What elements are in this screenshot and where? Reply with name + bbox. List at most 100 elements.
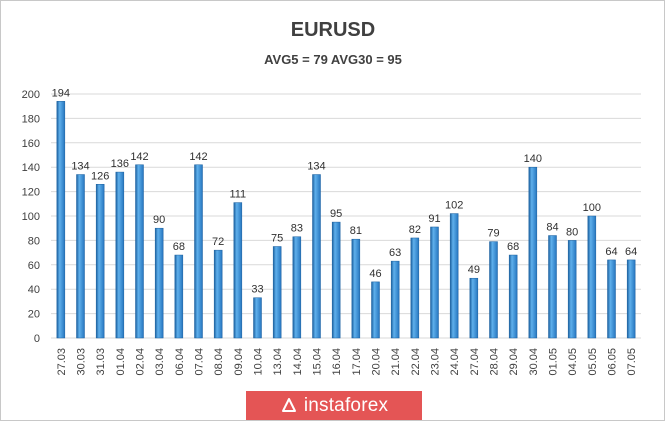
y-tick-label: 200 [22, 89, 40, 101]
bar [371, 281, 380, 339]
data-label: 111 [229, 189, 246, 201]
y-tick-label: 120 [22, 187, 40, 199]
bar [508, 254, 518, 339]
bar [233, 202, 243, 339]
x-tick-label: 08.04 [213, 348, 225, 376]
data-label: 81 [350, 225, 362, 237]
bar [548, 235, 557, 339]
data-label: 83 [291, 223, 303, 235]
x-tick-label: 07.05 [626, 348, 638, 376]
bar [154, 227, 164, 339]
x-tick-label: 05.05 [587, 348, 599, 376]
bar [272, 246, 282, 339]
data-label: 46 [369, 268, 381, 280]
bar [587, 215, 597, 339]
x-tick-label: 20.04 [371, 348, 383, 376]
bar [469, 277, 479, 339]
data-label: 63 [389, 247, 401, 259]
instaforex-logo-icon [281, 397, 296, 412]
data-label: 79 [487, 228, 499, 240]
brand-name: instaforex [303, 394, 389, 416]
data-label: 134 [71, 161, 89, 173]
data-label: 194 [52, 87, 70, 99]
x-tick-label: 04.05 [567, 348, 579, 376]
x-tick-label: 31.03 [95, 348, 107, 376]
bar [390, 260, 400, 339]
data-label: 80 [566, 226, 578, 238]
x-tick-label: 07.04 [194, 348, 206, 376]
bar [430, 226, 439, 339]
y-tick-label: 20 [28, 309, 40, 321]
bar [626, 259, 636, 339]
bars [56, 101, 636, 339]
x-tick-label: 01.05 [548, 348, 560, 376]
data-label: 126 [91, 170, 109, 182]
bar [174, 254, 184, 339]
data-label: 140 [524, 153, 542, 165]
x-tick-label: 21.04 [390, 348, 402, 376]
x-tick-label: 30.03 [76, 348, 88, 376]
x-tick-label: 24.04 [449, 348, 461, 376]
x-tick-label: 13.04 [272, 348, 284, 376]
chart-subtitle: AVG5 = 79 AVG30 = 95 [264, 52, 402, 67]
bar [115, 171, 125, 339]
y-tick-label: 100 [22, 211, 40, 223]
bar [489, 241, 498, 339]
data-label: 64 [625, 246, 637, 258]
x-tick-label: 06.04 [174, 348, 186, 376]
x-tick-label: 17.04 [351, 348, 363, 376]
x-tick-label: 15.04 [312, 348, 324, 376]
data-label: 84 [546, 222, 558, 234]
bar [449, 213, 459, 339]
data-labels: 1941341261361429068142721113375831349581… [52, 87, 638, 295]
data-label: 91 [428, 213, 440, 225]
y-axis-ticks: 0 20 40 60 80 100 120 140 160 180 200 [22, 89, 40, 345]
x-tick-label: 10.04 [253, 348, 265, 376]
x-tick-label: 16.04 [331, 348, 343, 376]
data-label: 64 [605, 246, 617, 258]
data-label: 100 [583, 202, 601, 214]
y-tick-label: 140 [22, 162, 40, 174]
y-tick-label: 0 [34, 333, 40, 345]
data-label: 142 [189, 151, 207, 163]
x-tick-label: 28.04 [489, 348, 501, 376]
data-label: 68 [507, 241, 519, 253]
bar [312, 174, 321, 339]
bar [292, 236, 302, 339]
bar [331, 221, 341, 339]
y-tick-label: 180 [22, 113, 40, 125]
data-label: 102 [445, 200, 463, 212]
data-label: 82 [409, 224, 421, 236]
y-tick-label: 60 [28, 260, 40, 272]
bar [253, 297, 262, 339]
bar [410, 237, 420, 339]
y-tick-label: 160 [22, 138, 40, 150]
bar [56, 101, 66, 339]
x-tick-label: 27.04 [469, 348, 481, 376]
data-label: 72 [212, 236, 224, 248]
x-tick-label: 23.04 [430, 348, 442, 376]
x-tick-label: 27.03 [56, 348, 68, 376]
x-tick-label: 30.04 [528, 348, 540, 376]
instaforex-banner[interactable]: instaforex [246, 391, 422, 420]
data-label: 49 [468, 264, 480, 276]
data-label: 68 [173, 241, 185, 253]
bar [135, 164, 144, 339]
x-tick-label: 09.04 [233, 348, 245, 376]
data-label: 136 [111, 158, 129, 170]
chart-title: EURUSD [291, 19, 375, 41]
bar [607, 259, 616, 339]
x-tick-label: 29.04 [508, 348, 520, 376]
bar [528, 166, 538, 339]
bar [95, 184, 105, 339]
data-label: 90 [153, 214, 165, 226]
data-label: 33 [251, 284, 263, 296]
data-label: 75 [271, 233, 283, 245]
x-tick-label: 22.04 [410, 348, 422, 376]
data-label: 95 [330, 208, 342, 220]
y-tick-label: 80 [28, 235, 40, 247]
data-label: 142 [130, 151, 148, 163]
gridlines [51, 93, 641, 339]
